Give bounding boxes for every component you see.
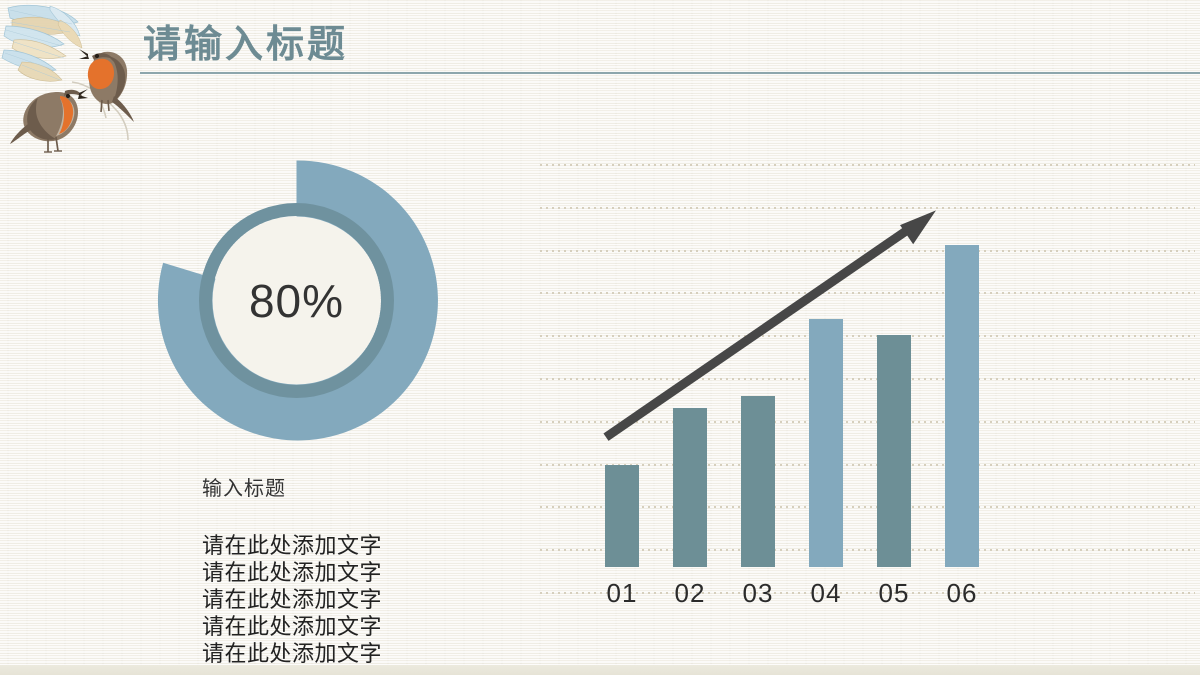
category-label-01: 01: [606, 578, 638, 608]
chart-category-labels: 01 02 03 04 05 06: [540, 578, 1200, 668]
gridline: [540, 378, 1195, 380]
category-label-06: 06: [946, 578, 978, 608]
donut-hole: [212, 216, 381, 385]
birds-and-leaves-icon: [1, 5, 134, 153]
category-label-03: 03: [742, 578, 774, 608]
gridline: [540, 506, 1195, 509]
gridline: [540, 249, 1195, 252]
left-body-text: 请在此处添加文字 请在此处添加文字 请在此处添加文字 请在此处添加文字 请在此处…: [202, 532, 502, 667]
donut-inner-ring: [199, 203, 394, 398]
donut-center-value: 80%: [248, 274, 345, 327]
gridline: [540, 206, 1195, 209]
gridline: [540, 592, 1195, 594]
gridline: [540, 292, 1195, 295]
gridline: [540, 463, 1195, 466]
bottom-edge-band: [0, 665, 1200, 675]
donut-arc-segment: [157, 160, 438, 441]
category-label-05: 05: [878, 578, 910, 608]
body-line: 请在此处添加文字: [202, 533, 383, 558]
donut-progress-chart: [157, 160, 438, 441]
gridline: [540, 335, 1195, 338]
bar-05: [877, 335, 911, 567]
bar-chart: [540, 160, 1200, 594]
bar-04: [809, 318, 843, 567]
chart-gridlines: [540, 160, 1200, 594]
gridline: [540, 420, 1195, 423]
gridline: [540, 164, 1195, 166]
bar-02: [673, 408, 707, 567]
title-underline-rule: [140, 72, 1200, 74]
page-title: 请输入标题: [143, 24, 349, 66]
body-line: 请在此处添加文字: [202, 587, 383, 612]
body-line: 请在此处添加文字: [202, 641, 383, 666]
bar-01: [605, 465, 639, 567]
category-label-04: 04: [810, 578, 842, 608]
body-line: 请在此处添加文字: [202, 614, 383, 639]
body-line: 请在此处添加文字: [202, 560, 383, 585]
category-label-02: 02: [674, 578, 706, 608]
left-section-subtitle: 输入标题: [202, 478, 286, 500]
gridline: [540, 549, 1195, 552]
bar-03: [741, 396, 775, 567]
bar-06: [945, 245, 979, 567]
